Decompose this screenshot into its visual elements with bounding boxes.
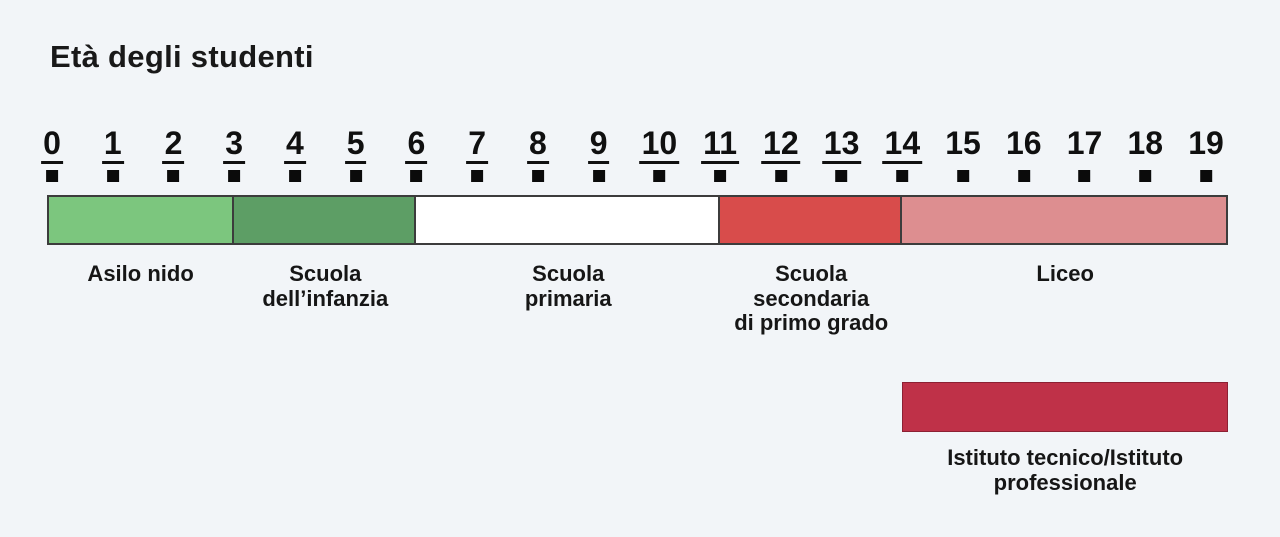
label-istituto-tecnico-istituto-professionale: Istituto tecnico/Istituto professionale [947, 445, 1184, 495]
axis-tick-15: 15 [943, 127, 983, 182]
tick-square-marker [1139, 170, 1152, 182]
tick-square-marker [410, 170, 423, 182]
tick-square-marker [288, 170, 301, 182]
tick-number: 5 [344, 127, 367, 164]
axis-tick-18: 18 [1125, 127, 1165, 182]
segment-label-scuola-dell-infanzia: Scuola dell’infanzia [262, 261, 389, 311]
axis-tick-3: 3 [223, 127, 246, 182]
tick-square-marker [1017, 170, 1030, 182]
label-line: primaria [524, 285, 612, 311]
tick-square-marker [957, 170, 970, 182]
label-line: Liceo [1036, 261, 1094, 286]
tick-square-marker [471, 170, 484, 182]
segment-label-asilo-nido: Asilo nido [87, 261, 194, 287]
axis-tick-2: 2 [162, 127, 185, 182]
tick-square-marker [531, 170, 544, 182]
tick-square-marker [228, 170, 241, 182]
tick-number: 9 [587, 127, 610, 164]
axis-tick-7: 7 [466, 127, 489, 182]
bar-segment-scuola-dell-infanzia [232, 195, 417, 245]
tick-square-marker [653, 170, 666, 182]
tick-square-marker [835, 170, 848, 182]
label-line: Scuola [775, 261, 848, 286]
tick-number: 10 [639, 127, 680, 164]
bar-segment-scuola-secondaria-di-primo-grado [718, 195, 903, 245]
tick-number: 15 [945, 125, 981, 161]
bar-istituto-tecnico-istituto-professionale [902, 382, 1228, 432]
bar-segment-liceo [900, 195, 1228, 245]
axis-tick-4: 4 [284, 127, 306, 182]
chart-title: Età degli studenti [50, 39, 314, 74]
label-line: secondaria [753, 285, 870, 311]
tick-square-marker [592, 170, 605, 182]
tick-square-marker [45, 170, 58, 182]
axis-tick-10: 10 [639, 127, 680, 182]
tick-number: 18 [1127, 125, 1164, 161]
label-line: Istituto tecnico/Istituto [947, 445, 1184, 470]
axis-tick-6: 6 [405, 127, 428, 182]
tick-square-marker [1200, 170, 1212, 182]
axis-tick-19: 19 [1186, 127, 1226, 182]
tick-number: 14 [882, 127, 923, 164]
label-line: Scuola [289, 261, 362, 286]
tick-square-marker [714, 170, 727, 182]
label-line: di primo grado [734, 310, 889, 336]
tick-square-marker [774, 170, 787, 182]
segment-label-liceo: Liceo [1036, 261, 1094, 287]
label-line: Scuola [532, 261, 605, 286]
axis-tick-11: 11 [701, 127, 740, 182]
segment-label-scuola-primaria: Scuola primaria [524, 261, 612, 311]
tick-number: 8 [526, 127, 549, 164]
tick-square-marker [896, 170, 909, 182]
label-line: professionale [993, 469, 1137, 495]
segment-label-scuola-secondaria-di-primo-grado: Scuola secondaria di primo grado [734, 261, 889, 336]
tick-number: 1 [101, 127, 124, 164]
tick-number: 3 [223, 127, 246, 164]
axis-tick-1: 1 [101, 127, 124, 182]
tick-square-marker [106, 170, 119, 182]
axis-tick-16: 16 [1004, 127, 1044, 182]
tick-number: 19 [1188, 125, 1224, 161]
tick-number: 17 [1066, 125, 1103, 161]
tick-number: 11 [701, 127, 740, 164]
label-line: dell’infanzia [262, 285, 389, 311]
label-line: Asilo nido [87, 261, 194, 286]
tick-number: 12 [761, 127, 801, 164]
axis-tick-14: 14 [882, 127, 923, 182]
tick-square-marker [1078, 170, 1091, 182]
tick-number: 4 [284, 127, 306, 164]
tick-number: 7 [466, 127, 489, 164]
tick-number: 16 [1005, 125, 1042, 161]
axis-tick-13: 13 [821, 127, 862, 182]
tick-number: 0 [41, 127, 63, 164]
axis-tick-5: 5 [344, 127, 367, 182]
axis-tick-8: 8 [526, 127, 549, 182]
tick-number: 2 [162, 127, 185, 164]
tick-number: 6 [405, 127, 428, 164]
axis-tick-0: 0 [41, 127, 63, 182]
axis-tick-12: 12 [761, 127, 801, 182]
axis-tick-17: 17 [1065, 127, 1105, 182]
axis-tick-9: 9 [587, 127, 610, 182]
bar-segment-scuola-primaria [414, 195, 721, 245]
tick-number: 13 [821, 127, 862, 164]
bar-segment-asilo-nido [47, 195, 235, 245]
tick-square-marker [167, 170, 180, 182]
tick-square-marker [349, 170, 362, 182]
